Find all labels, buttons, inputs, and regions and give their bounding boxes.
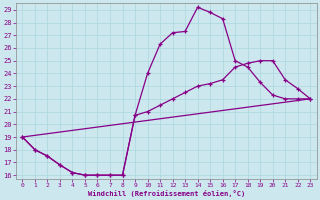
- X-axis label: Windchill (Refroidissement éolien,°C): Windchill (Refroidissement éolien,°C): [88, 190, 245, 197]
